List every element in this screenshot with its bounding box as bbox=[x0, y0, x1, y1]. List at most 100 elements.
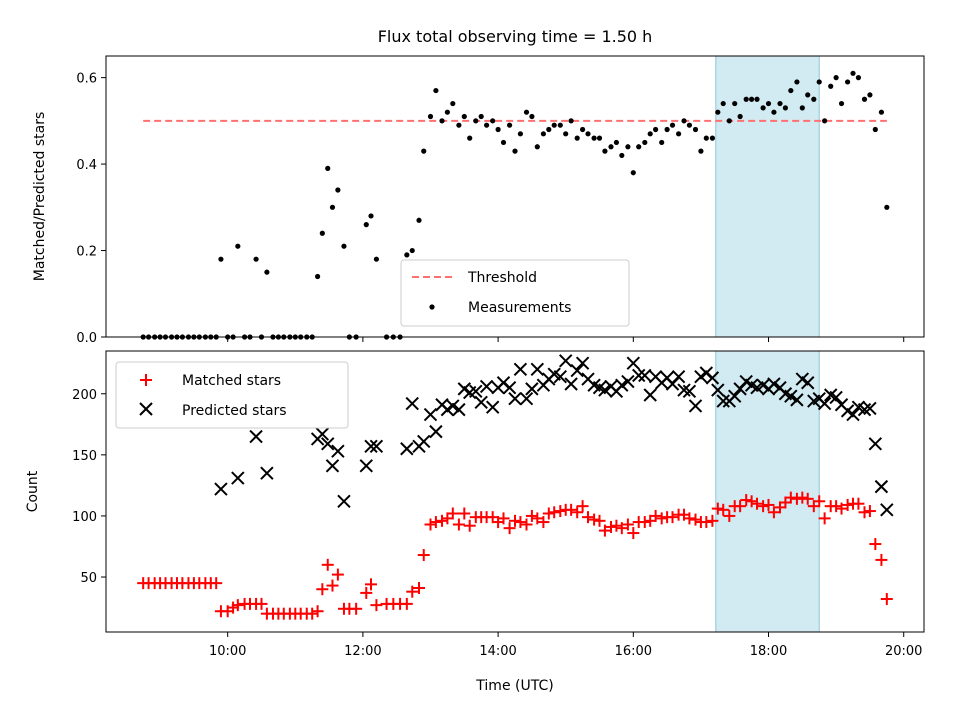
predicted-marker-stroke bbox=[469, 384, 483, 399]
matched-stars-point bbox=[400, 597, 413, 610]
measurement-point bbox=[404, 252, 410, 258]
predicted-marker-stroke bbox=[824, 388, 838, 402]
measurement-point bbox=[732, 100, 738, 107]
predicted-marker-stroke bbox=[452, 402, 466, 417]
predicted-stars-point bbox=[874, 479, 889, 494]
predicted-stars-point bbox=[513, 362, 528, 377]
measurement-point bbox=[484, 122, 490, 128]
bottom-plot-frame bbox=[105, 350, 925, 633]
predicted-marker-stroke bbox=[530, 362, 545, 377]
measurement-point bbox=[444, 109, 450, 115]
top-x-ticks bbox=[227, 337, 905, 342]
measurement-point bbox=[703, 135, 709, 141]
top-panel: 0.0 0.2 0.4 0.6 Matched/Predicted stars Thr… bbox=[32, 55, 925, 346]
measurement-point bbox=[765, 100, 772, 107]
predicted-stars-point bbox=[558, 354, 573, 368]
legend-predicted-swatch bbox=[139, 402, 153, 416]
matched-stars-point bbox=[565, 503, 578, 516]
measurement-point bbox=[681, 118, 687, 124]
predicted-marker-stroke bbox=[429, 424, 443, 439]
predicted-marker-stroke bbox=[564, 377, 578, 391]
predicted-marker-stroke bbox=[744, 378, 759, 392]
predicted-marker-stroke bbox=[638, 368, 652, 383]
bottom-legend-box bbox=[115, 361, 349, 429]
matched-stars-point bbox=[801, 492, 814, 505]
matched-stars-point bbox=[610, 519, 623, 532]
matched-stars-point bbox=[370, 599, 383, 612]
measurement-point bbox=[218, 256, 224, 262]
predicted-marker-stroke bbox=[784, 389, 798, 403]
predicted-marker-stroke bbox=[880, 503, 894, 517]
predicted-marker-stroke bbox=[728, 389, 742, 403]
matched-stars-point bbox=[571, 506, 584, 519]
predicted-marker-stroke bbox=[405, 396, 419, 411]
chart-title: Flux total observing time = 1.50 h bbox=[378, 27, 653, 46]
matched-stars-point bbox=[751, 497, 764, 510]
predicted-stars-point bbox=[863, 401, 877, 416]
matched-stars-point bbox=[841, 498, 854, 511]
matched-stars-point bbox=[231, 599, 244, 612]
matched-stars-point bbox=[666, 511, 679, 524]
matched-stars-point bbox=[858, 506, 871, 519]
predicted-stars-point bbox=[508, 391, 522, 406]
matched-stars-point bbox=[830, 500, 843, 513]
measurement-point bbox=[653, 126, 659, 133]
matched-stars-point bbox=[649, 509, 662, 522]
measurement-point bbox=[439, 118, 445, 124]
top-y-tick-label: 0.6 bbox=[76, 72, 97, 87]
measurement-point bbox=[878, 109, 885, 115]
bottom-x-ticks: 10:00 12:00 14:00 16:00 18:00 20:00 bbox=[209, 632, 922, 659]
bottom-y-tick-label: 200 bbox=[72, 388, 97, 403]
predicted-stars-point bbox=[525, 382, 539, 396]
matched-stars-point bbox=[311, 605, 324, 618]
predicted-stars-point bbox=[638, 368, 652, 383]
predicted-marker-stroke bbox=[756, 378, 770, 392]
matched-stars-point bbox=[835, 502, 848, 515]
measurement-point bbox=[596, 135, 603, 141]
predicted-stars-point bbox=[423, 407, 438, 422]
predicted-stars-point bbox=[321, 437, 335, 451]
measurement-point bbox=[341, 243, 347, 249]
predicted-stars-point bbox=[728, 389, 742, 403]
predicted-marker-stroke bbox=[688, 399, 703, 413]
matched-stars-point bbox=[627, 527, 640, 540]
measurement-point bbox=[782, 105, 789, 111]
predicted-marker-stroke bbox=[778, 387, 793, 401]
matched-stars-point bbox=[818, 512, 831, 525]
bottom-x-tick-label: 16:00 bbox=[615, 644, 652, 659]
matched-stars-point bbox=[711, 502, 724, 515]
predicted-marker-stroke bbox=[570, 363, 584, 378]
matched-stars-point bbox=[531, 512, 544, 525]
matched-stars-point bbox=[706, 514, 719, 527]
matched-stars-point bbox=[745, 495, 758, 508]
matched-stars-point bbox=[598, 524, 611, 537]
measurement-point bbox=[686, 122, 693, 128]
measurement-point bbox=[253, 256, 259, 262]
measurement-point bbox=[659, 139, 665, 146]
matched-stars-point bbox=[306, 607, 319, 620]
measurement-point bbox=[743, 96, 749, 102]
predicted-stars-point bbox=[671, 369, 686, 384]
matched-stars-point bbox=[514, 516, 527, 529]
predicted-stars-point bbox=[530, 362, 545, 377]
measurement-point bbox=[534, 144, 540, 150]
measurement-point bbox=[433, 87, 439, 94]
matched-stars-point bbox=[615, 522, 628, 535]
bottom-y-ticks: 50 100 150 200 bbox=[72, 388, 106, 586]
predicted-stars-point bbox=[711, 383, 725, 397]
matched-stars-point bbox=[604, 520, 617, 533]
predicted-marker-stroke bbox=[321, 437, 335, 451]
measurement-point bbox=[811, 96, 817, 102]
matched-stars-point bbox=[321, 558, 334, 571]
matched-stars-point bbox=[446, 507, 459, 520]
matched-stars-point bbox=[813, 495, 826, 508]
matched-stars-point bbox=[424, 518, 437, 531]
matched-stars-point bbox=[435, 514, 448, 527]
predicted-marker-stroke bbox=[621, 374, 635, 389]
predicted-marker-stroke bbox=[868, 437, 883, 451]
predicted-marker-stroke bbox=[795, 372, 810, 386]
predicted-stars-point bbox=[705, 371, 720, 385]
predicted-marker-stroke bbox=[632, 368, 646, 383]
matched-stars-point bbox=[784, 491, 797, 504]
